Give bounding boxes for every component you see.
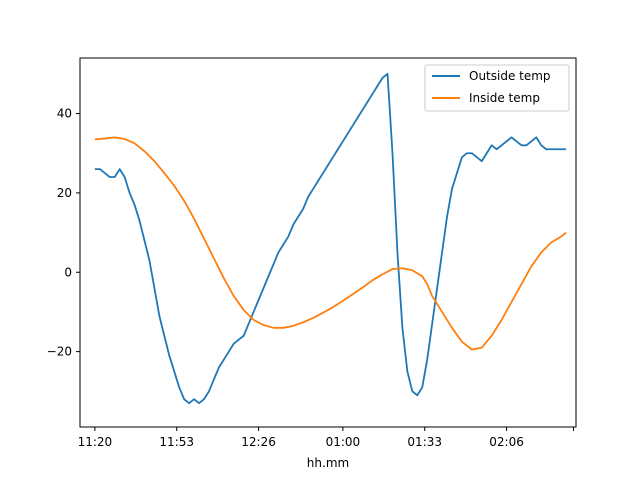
y-axis-ticks: −20 0 20 40 xyxy=(47,107,80,359)
axes xyxy=(79,57,577,428)
x-tick-label: 01:00 xyxy=(326,435,361,449)
x-tick-label: 11:53 xyxy=(159,435,194,449)
x-tick-label: 11:20 xyxy=(78,435,113,449)
legend: Outside temp Inside temp xyxy=(424,64,570,112)
x-tick-label: 02:06 xyxy=(489,435,524,449)
series-lines xyxy=(94,72,567,405)
y-tick-label: 0 xyxy=(64,265,72,279)
x-tick-label: 12:26 xyxy=(241,435,276,449)
plot-frame xyxy=(79,57,577,428)
x-axis-label: hh.mm xyxy=(307,456,349,470)
legend-box xyxy=(424,64,570,112)
series-line-outside-temp xyxy=(94,72,567,405)
y-tick-label: 40 xyxy=(57,107,72,121)
legend-label-inside-temp: Inside temp xyxy=(469,91,540,105)
legend-label-outside-temp: Outside temp xyxy=(469,69,551,83)
y-tick-label: 20 xyxy=(57,186,72,200)
x-tick-label: 01:33 xyxy=(407,435,442,449)
x-axis-ticks: 11:20 11:53 12:26 01:00 01:33 02:06 xyxy=(78,427,575,449)
y-tick-label: −20 xyxy=(47,345,72,359)
plot-background xyxy=(80,58,576,427)
series-line-inside-temp xyxy=(94,136,567,351)
